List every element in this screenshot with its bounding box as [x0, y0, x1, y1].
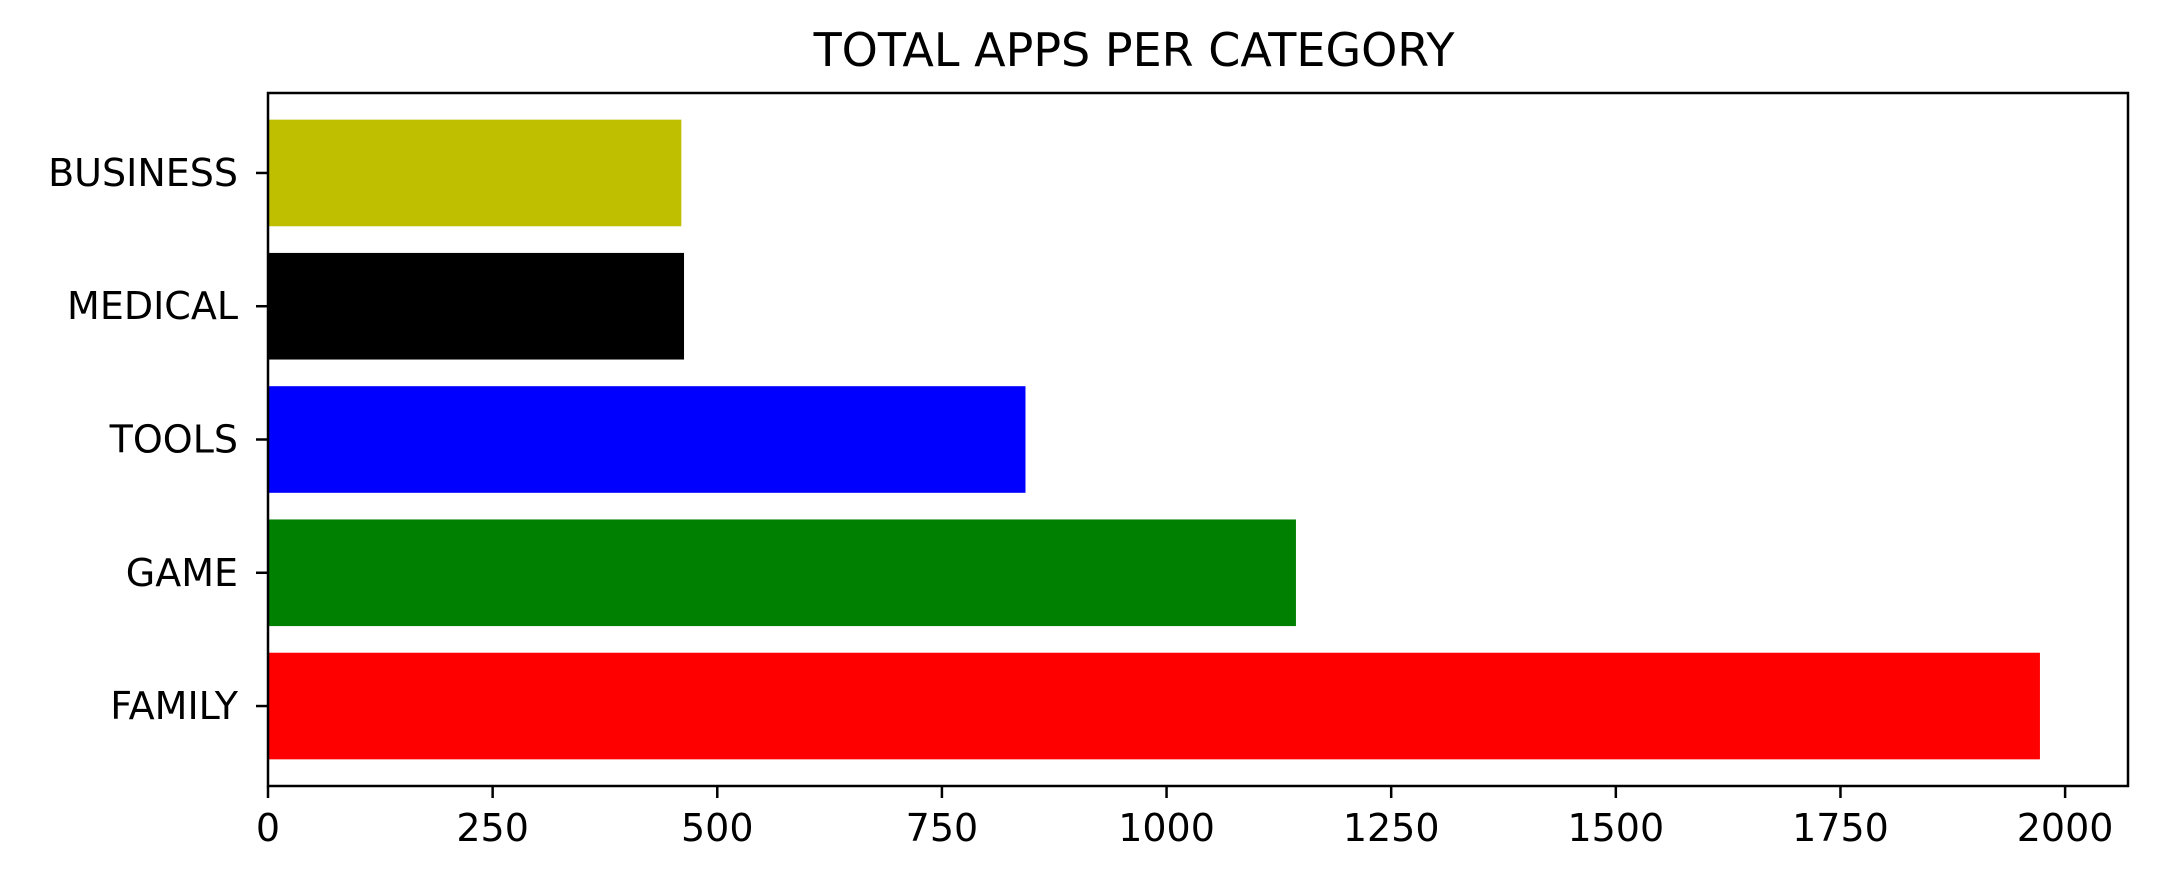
bars-layer — [268, 119, 2040, 760]
bar-game — [268, 519, 1296, 627]
x-tick-label-500: 500 — [681, 806, 754, 850]
bar-business — [268, 119, 682, 227]
bar-medical — [268, 252, 685, 360]
y-tick-label-business: BUSINESS — [48, 151, 238, 195]
chart-title: TOTAL APPS PER CATEGORY — [813, 23, 1456, 77]
y-tick-label-family: FAMILY — [110, 684, 238, 728]
x-axis: 0 250 500 750 1000 1250 1500 1750 2000 — [256, 786, 2114, 850]
y-tick-label-medical: MEDICAL — [67, 284, 238, 328]
x-tick-label-2000: 2000 — [2017, 806, 2114, 850]
plot-frame — [266, 91, 2130, 788]
x-tick-label-1000: 1000 — [1118, 806, 1215, 850]
x-tick-label-750: 750 — [906, 806, 979, 850]
x-tick-label-1500: 1500 — [1567, 806, 1664, 850]
y-axis: FAMILY GAME TOOLS MEDICAL BUSINESS — [48, 151, 268, 728]
x-tick-label-250: 250 — [456, 806, 529, 850]
y-tick-label-game: GAME — [126, 551, 238, 595]
bar-family — [268, 652, 2040, 760]
x-tick-label-1750: 1750 — [1792, 806, 1889, 850]
bar-tools — [268, 386, 1026, 493]
y-tick-label-tools: TOOLS — [109, 418, 238, 462]
x-tick-label-1250: 1250 — [1343, 806, 1440, 850]
x-tick-label-0: 0 — [256, 806, 280, 850]
